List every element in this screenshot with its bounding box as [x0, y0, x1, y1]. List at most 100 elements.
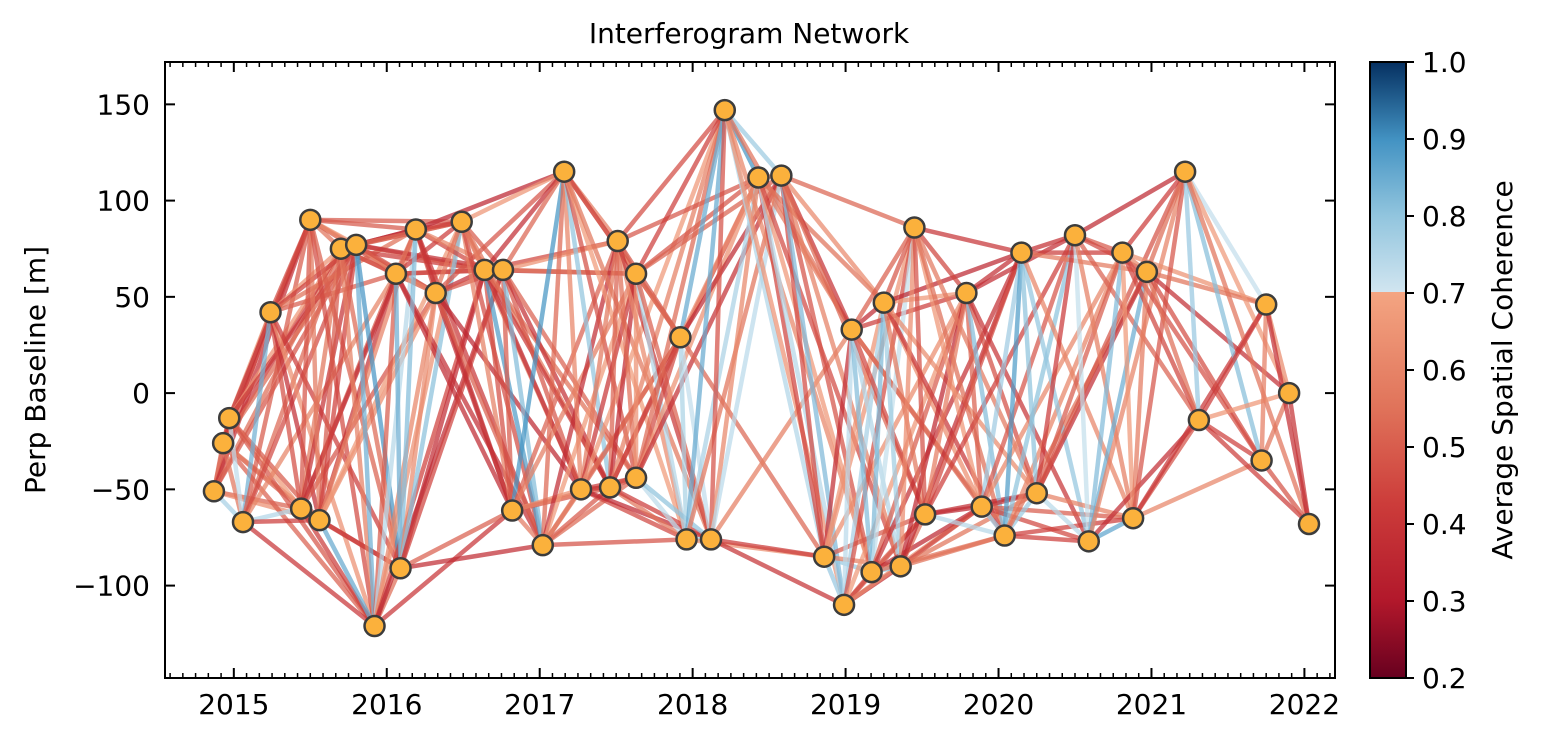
- chart-title: Interferogram Network: [589, 17, 910, 50]
- plot-frame: [164, 61, 1336, 679]
- acquisition-point: [1187, 408, 1211, 432]
- interferogram-link: [540, 171, 567, 546]
- interferogram-link: [433, 292, 515, 512]
- interferogram-link: [317, 519, 377, 628]
- interferogram-link: [1002, 234, 1078, 537]
- acquisition-point: [1135, 260, 1159, 284]
- colorbar-tick-label: 0.4: [1422, 508, 1467, 541]
- acquisition-point: [344, 233, 368, 257]
- y-tick-label: 0: [132, 377, 150, 410]
- interferogram-link: [616, 175, 760, 244]
- acquisition-point: [675, 528, 698, 551]
- colorbar-tick-label: 0.6: [1422, 354, 1467, 387]
- acquisition-point: [598, 476, 622, 499]
- x-tick-label: 2015: [198, 688, 269, 721]
- x-tick-label: 2022: [1269, 688, 1340, 721]
- interferogram-link: [1019, 252, 1091, 542]
- acquisition-point: [491, 258, 515, 282]
- acquisition-point: [473, 258, 496, 282]
- interferogram-link: [912, 227, 928, 515]
- interferogram-link: [1197, 418, 1263, 463]
- acquisition-point: [1297, 512, 1321, 536]
- interferogram-link: [678, 337, 689, 540]
- acquisition-point: [1250, 449, 1273, 472]
- interferogram-link: [500, 269, 584, 491]
- interferogram-link: [578, 240, 620, 490]
- acquisition-point: [812, 545, 836, 568]
- y-tick-label: 100: [97, 185, 150, 218]
- interferogram-link: [394, 220, 464, 276]
- interferogram-link: [227, 417, 246, 523]
- interferogram-link: [1182, 170, 1312, 525]
- interferogram-link: [898, 227, 917, 567]
- acquisition-point: [1173, 160, 1197, 183]
- interferogram-link: [1182, 171, 1202, 421]
- acquisition-point: [259, 301, 282, 324]
- interferogram-link: [722, 109, 847, 606]
- interferogram-link: [501, 170, 567, 272]
- interferogram-link: [869, 302, 887, 573]
- interferogram-link: [240, 311, 273, 523]
- colorbar: 1.0 0.9 0.8 0.7 0.6 0.5 0.4 0.3 0.2 Average Spat…: [1369, 46, 1519, 695]
- interferogram-link: [1086, 252, 1125, 542]
- interferogram-link: [1144, 170, 1188, 273]
- interferogram-link: [1144, 271, 1202, 421]
- interferogram-link: [913, 225, 1022, 255]
- interferogram-link: [393, 273, 403, 569]
- colorbar-tick-label: 1.0: [1422, 46, 1467, 79]
- colorbar-tick-label: 0.5: [1422, 431, 1467, 464]
- interferogram-link: [822, 226, 917, 558]
- interferogram-link: [609, 485, 713, 542]
- interferogram-link: [633, 109, 727, 479]
- acquisition-point: [832, 593, 856, 617]
- interferogram-link: [509, 171, 567, 511]
- interferogram-link: [981, 504, 1090, 544]
- interferogram-link: [298, 248, 344, 509]
- interferogram-link: [338, 248, 403, 569]
- interferogram-link: [869, 292, 969, 573]
- interferogram-link: [433, 221, 464, 294]
- interferogram-link: [634, 476, 689, 541]
- acquisition-point: [202, 480, 226, 503]
- interferogram-link: [678, 336, 827, 558]
- acquisition-point: [211, 431, 235, 455]
- acquisition-point: [500, 499, 524, 522]
- interferogram-link: [634, 109, 727, 275]
- interferogram-link: [708, 177, 761, 540]
- interferogram-link: [710, 537, 825, 559]
- interferogram-link: [240, 219, 313, 523]
- interferogram-link: [869, 227, 917, 573]
- interferogram-link: [899, 491, 1038, 569]
- acquisition-point: [699, 528, 723, 551]
- colorbar-ticks: 1.0 0.9 0.8 0.7 0.6 0.5 0.4 0.3 0.2: [1406, 46, 1467, 695]
- interferogram-link: [979, 252, 1024, 508]
- interferogram-link: [779, 174, 886, 305]
- interferogram-link: [780, 173, 916, 230]
- interferogram-link: [615, 108, 727, 243]
- interferogram-link: [561, 171, 584, 490]
- acquisition-point: [299, 208, 322, 232]
- interferogram-link: [922, 292, 969, 515]
- acquisition-point: [955, 281, 978, 305]
- interferogram-link: [338, 248, 377, 627]
- interferogram-link: [633, 273, 689, 540]
- interferogram-link: [482, 170, 566, 272]
- y-tick-label: −50: [91, 473, 150, 506]
- acquisition-point: [1010, 241, 1033, 264]
- interferogram-link: [1144, 270, 1264, 462]
- y-axis-label: Perp Baseline [m]: [19, 246, 52, 494]
- interferogram-link: [1120, 252, 1136, 519]
- acquisition-point: [1254, 293, 1278, 316]
- acquisition-point: [669, 326, 692, 349]
- interferogram-link: [298, 219, 313, 509]
- interferogram-link: [883, 290, 967, 305]
- x-tick-label: 2019: [810, 688, 881, 721]
- interferogram-link: [542, 537, 687, 548]
- colorbar-tick-label: 0.3: [1422, 585, 1467, 618]
- interferogram-link: [841, 329, 854, 605]
- x-tick-label: 2017: [504, 688, 575, 721]
- interferogram-link: [353, 244, 377, 627]
- acquisition-point: [389, 557, 412, 580]
- interferogram-link: [633, 176, 761, 479]
- interferogram-link: [1035, 491, 1091, 543]
